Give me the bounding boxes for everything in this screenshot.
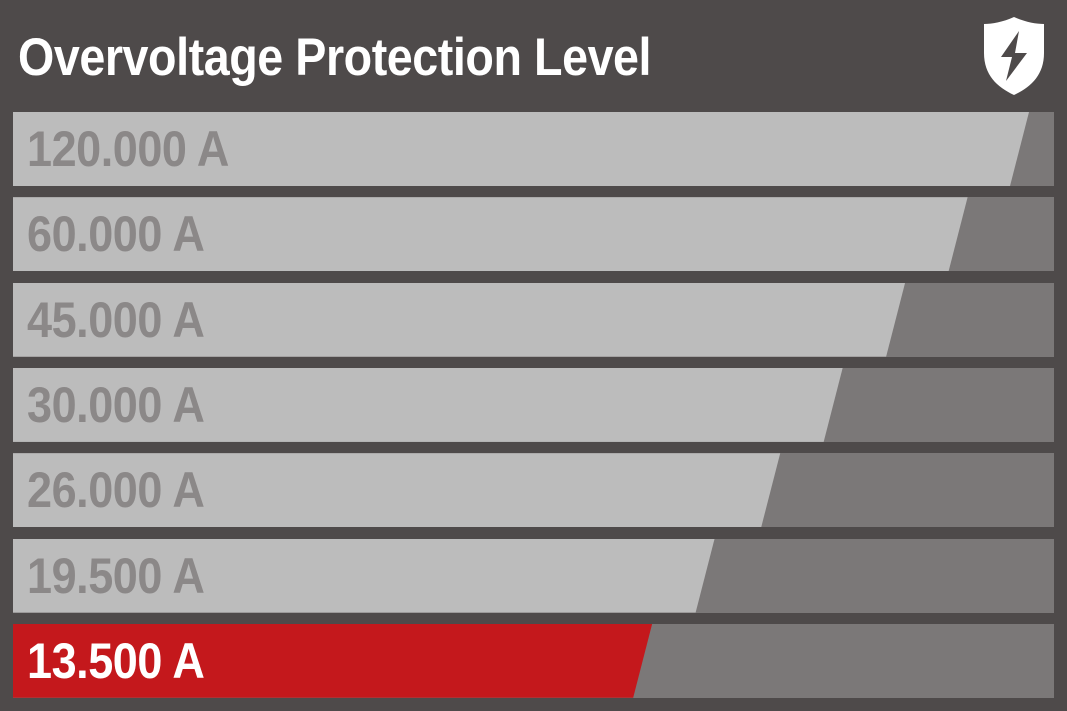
bar-row: 26.000 A	[13, 453, 1054, 528]
bar-fill	[13, 112, 1030, 186]
bar-list: 120.000 A 60.000 A 45.000 A 30.000 A 26.000 …	[0, 112, 1067, 711]
shield-lightning-icon	[983, 17, 1045, 95]
bar-row: 13.500 A	[13, 623, 1054, 698]
header: Overvoltage Protection Level	[0, 0, 1067, 112]
bar-fill	[13, 538, 715, 613]
page-title: Overvoltage Protection Level	[18, 27, 652, 87]
bar-row: 60.000 A	[13, 197, 1054, 272]
bar-fill	[13, 453, 781, 528]
bar-fill	[13, 282, 906, 357]
bar-fill	[13, 623, 653, 698]
bar-row: 30.000 A	[13, 367, 1054, 442]
bar-fill	[13, 367, 843, 442]
bar-row: 45.000 A	[13, 282, 1054, 357]
bar-row: 19.500 A	[13, 538, 1054, 613]
bar-fill	[13, 197, 968, 272]
bar-row: 120.000 A	[13, 112, 1054, 186]
